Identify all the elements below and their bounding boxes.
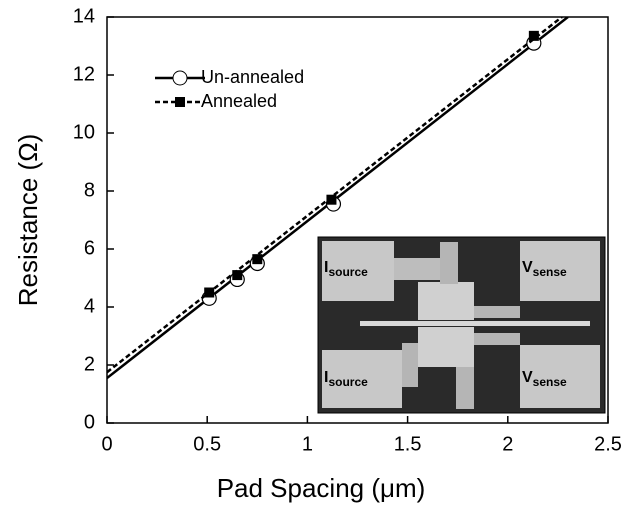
inset-label-main: V [522, 259, 533, 276]
strip [360, 321, 590, 326]
y-tick-label: 14 [73, 5, 95, 27]
y-tick-label: 10 [73, 121, 95, 143]
point [232, 270, 242, 280]
inset-label-sub: sense [533, 375, 567, 389]
legend-marker [173, 71, 187, 85]
x-tick-label: 0.5 [193, 433, 221, 455]
x-tick-label: 1 [302, 433, 313, 455]
point [529, 31, 539, 41]
y-tick-label: 4 [84, 295, 95, 317]
y-tick-label: 12 [73, 63, 95, 85]
inset-label-sub: source [328, 375, 368, 389]
x-axis-title: Pad Spacing (μm) [217, 473, 426, 503]
legend-label: Annealed [201, 91, 277, 111]
inset-label-sub: source [328, 265, 368, 279]
y-tick-label: 2 [84, 353, 95, 375]
y-axis-title: Resistance (Ω) [13, 134, 43, 307]
point [204, 288, 214, 298]
point [326, 195, 336, 205]
inset-label-sub: sense [533, 265, 567, 279]
pad [474, 306, 520, 318]
x-tick-label: 2 [502, 433, 513, 455]
pad [418, 282, 474, 320]
pad [418, 327, 474, 367]
x-tick-label: 1.5 [394, 433, 422, 455]
pad [402, 343, 418, 387]
legend-label: Un-annealed [201, 67, 304, 87]
y-tick-label: 6 [84, 237, 95, 259]
pad [474, 333, 520, 345]
pad [394, 258, 440, 280]
y-tick-label: 0 [84, 411, 95, 433]
x-tick-label: 0 [101, 433, 112, 455]
pad [456, 367, 474, 409]
legend-marker [175, 97, 185, 107]
x-tick-label: 2.5 [594, 433, 622, 455]
point [252, 254, 262, 264]
inset-label-main: V [522, 369, 533, 386]
pad [440, 242, 458, 284]
chart: Pad Spacing (μm) Resistance (Ω) IsourceV… [0, 0, 642, 508]
y-tick-label: 8 [84, 179, 95, 201]
